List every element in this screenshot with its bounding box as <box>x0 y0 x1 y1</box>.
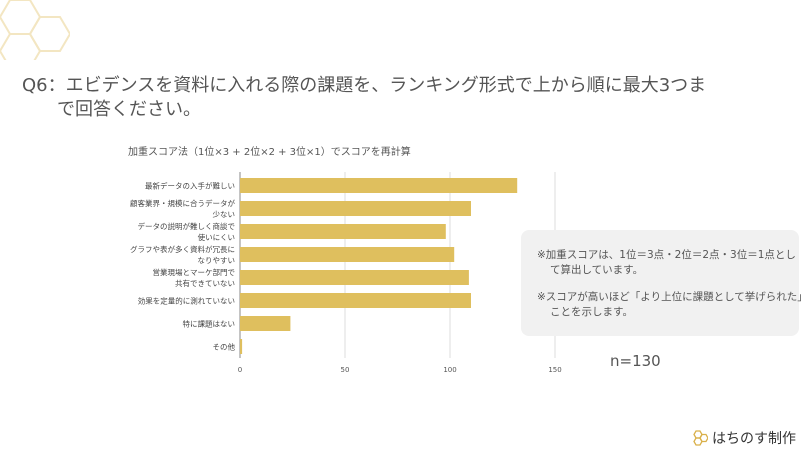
bar <box>240 270 469 285</box>
question-line-1: Q6：エビデンスを資料に入れる際の課題を、ランキング形式で上から順に最大3つま <box>22 75 707 96</box>
bar <box>240 201 471 216</box>
brand-name: はちのす制作 <box>712 431 796 447</box>
x-tick-label: 150 <box>548 366 561 374</box>
category-label: 共有できていない <box>175 278 235 288</box>
x-tick-label: 100 <box>443 366 456 374</box>
note-line-1: ※加重スコアは、1位＝3点・2位＝2点・3位＝1点として算出しています。 <box>537 249 796 276</box>
note-box: ※加重スコアは、1位＝3点・2位＝2点・3位＝1点として算出しています。 ※スコ… <box>521 230 803 336</box>
category-label: 使いにくい <box>198 232 235 242</box>
question-line-2: で回答ください。 <box>57 99 201 120</box>
category-label: 営業現場とマーケ部門で <box>153 267 236 277</box>
x-tick-label: 50 <box>341 366 350 374</box>
bar <box>240 247 455 262</box>
category-label: その他 <box>213 342 236 352</box>
bar <box>240 316 291 331</box>
x-tick-label: 0 <box>238 366 242 374</box>
category-label: グラフや表が多く資料が冗長に <box>130 244 235 254</box>
sample-size: n=130 <box>610 352 661 370</box>
bar <box>240 224 446 239</box>
category-label: なりやすい <box>198 256 236 265</box>
category-label: データの説明が難しく商談で <box>138 221 236 231</box>
chart-title: 加重スコア法（1位×3 + 2位×2 + 3位×1）でスコアを再計算 <box>128 147 411 158</box>
bar <box>240 293 471 308</box>
category-label: 効果を定量的に測れていない <box>138 296 235 306</box>
note-line-2: ※スコアが高いほど「より上位に課題として挙げられた」ことを示します。 <box>537 291 803 318</box>
brand-logo: はちのす制作 <box>692 428 796 448</box>
hexagon-logo-watermark <box>0 0 70 60</box>
bar <box>240 178 518 193</box>
category-label: 特に課題はない <box>183 319 236 329</box>
category-label: 顧客業界・規模に合うデータが <box>130 198 235 208</box>
honeycomb-icon <box>693 430 708 446</box>
question-title: Q6：エビデンスを資料に入れる際の課題を、ランキング形式で上から順に最大3つま … <box>22 74 792 122</box>
category-label: 少ない <box>213 210 236 219</box>
bar <box>240 339 243 354</box>
category-label: 最新データの入手が難しい <box>145 181 235 191</box>
